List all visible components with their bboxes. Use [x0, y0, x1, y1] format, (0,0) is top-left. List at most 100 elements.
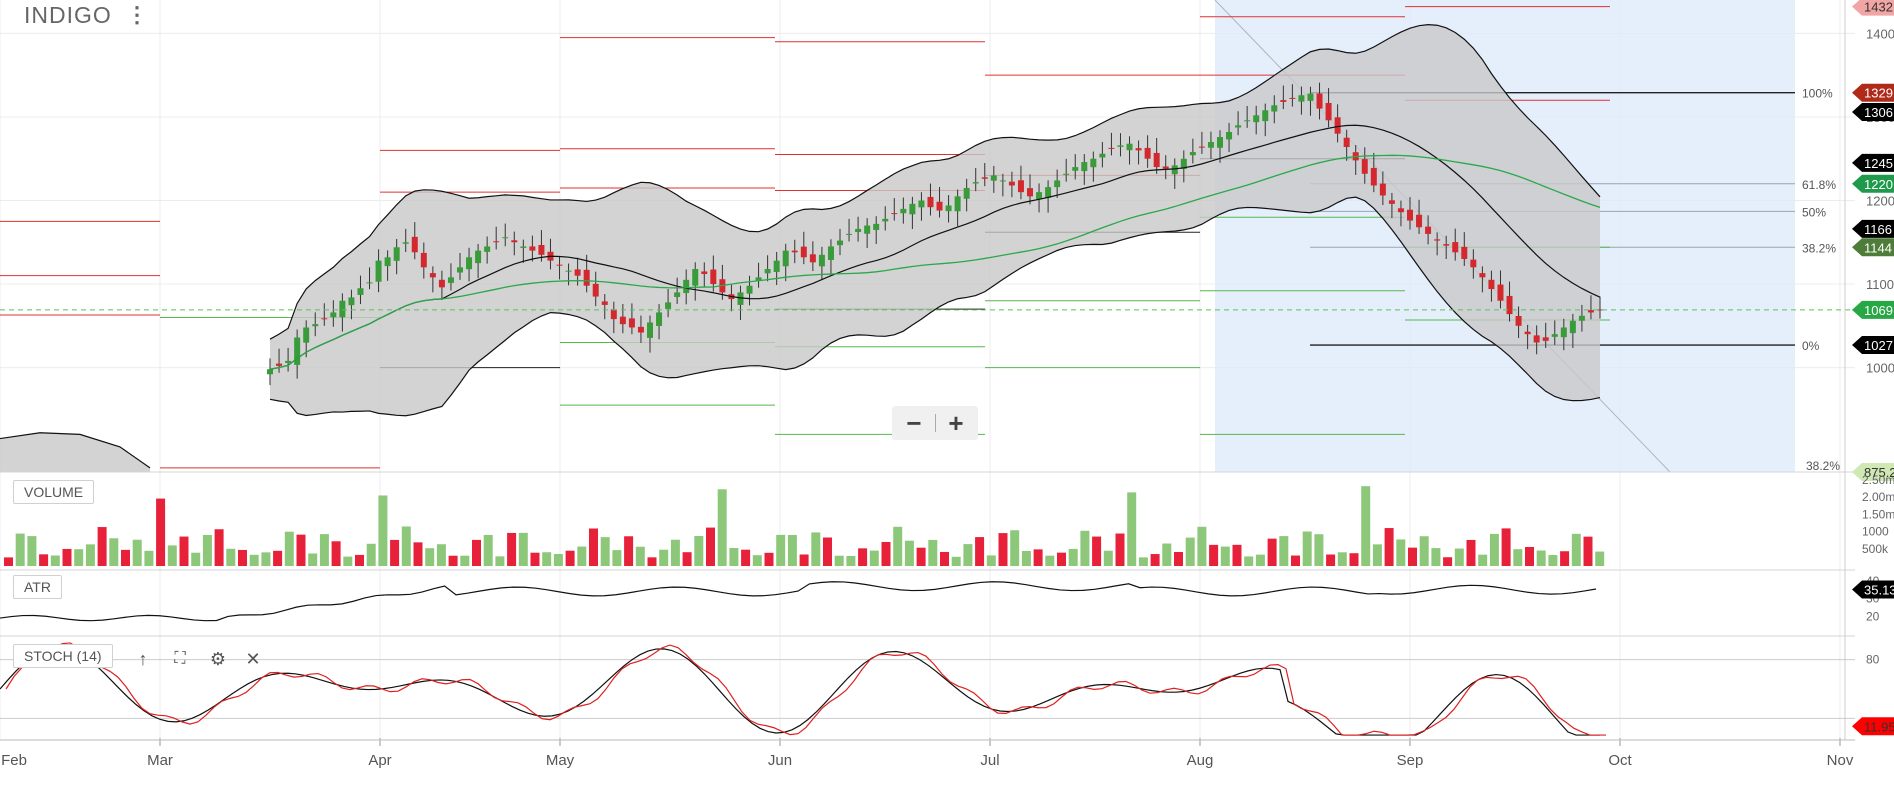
candle-body-25	[493, 241, 500, 243]
volume-bar-30	[355, 554, 364, 566]
volume-bar-51	[600, 537, 610, 566]
candle-body-27	[511, 240, 518, 243]
candle-body-32	[556, 264, 563, 266]
fib-label-2: 50%	[1802, 205, 1826, 219]
volume-bar-3	[39, 554, 49, 566]
volume-tick-2: 1.50m	[1862, 507, 1894, 521]
x-label-0: Feb	[1, 752, 27, 769]
volume-bar-131	[1536, 550, 1546, 566]
price-tick-0: 1400	[1866, 26, 1894, 41]
volume-bar-80	[940, 551, 949, 566]
candle-body-83	[1017, 180, 1024, 193]
volume-bar-126	[1478, 554, 1488, 566]
bollinger-band-fill	[270, 24, 1600, 416]
volume-tick-4: 500k	[1862, 542, 1889, 556]
price-tick-3: 1100	[1866, 277, 1894, 292]
volume-bar-93	[1092, 536, 1102, 566]
candle-body-94	[1117, 145, 1124, 147]
zoom-in-button[interactable]: +	[948, 408, 964, 438]
volume-bar-62	[729, 547, 739, 566]
candle-body-89	[1072, 167, 1079, 171]
move-up-icon[interactable]: ↑	[138, 649, 148, 669]
volume-bar-110	[1291, 555, 1300, 566]
volume-bar-43	[507, 532, 517, 566]
volume-bar-13	[156, 498, 166, 566]
stoch-panel-label[interactable]: STOCH (14)	[13, 644, 113, 668]
volume-bar-82	[963, 544, 973, 566]
bollinger-upper	[269, 24, 1601, 340]
price-tag-0	[1852, 0, 1894, 16]
volume-bar-113	[1326, 554, 1336, 566]
volume-bar-59	[694, 536, 704, 566]
volume-bar-50	[589, 528, 598, 566]
candle-body-36	[592, 283, 599, 297]
candle-body-11	[366, 282, 373, 284]
candle-body-43	[656, 312, 663, 326]
fib-label-extra: 38.2%	[1806, 459, 1840, 473]
gear-icon[interactable]: ⚙	[209, 649, 227, 669]
volume-bar-78	[916, 547, 926, 566]
volume-bar-31	[366, 543, 376, 566]
candle-body-48	[701, 271, 708, 275]
volume-bar-118	[1384, 528, 1394, 566]
volume-bar-112	[1314, 534, 1324, 566]
volume-panel-label[interactable]: VOLUME	[13, 480, 95, 504]
candle-body-4	[303, 327, 310, 343]
volume-bar-116	[1361, 486, 1371, 566]
candle-body-92	[1099, 153, 1106, 158]
close-icon[interactable]: ✕	[245, 649, 261, 669]
stoch-tag	[1852, 717, 1894, 736]
candle-body-9	[348, 297, 355, 306]
fib-label-4: 0%	[1802, 339, 1820, 353]
volume-bar-105	[1232, 544, 1242, 566]
volume-bar-114	[1337, 552, 1347, 566]
volume-tick-0: 2.50m	[1862, 473, 1894, 487]
volume-bar-127	[1489, 533, 1499, 566]
candle-body-141	[1542, 337, 1549, 341]
candle-body-73	[927, 196, 934, 208]
volume-bar-128	[1501, 528, 1511, 566]
candle-body-60	[809, 254, 816, 263]
volume-bar-45	[530, 552, 540, 566]
volume-bar-17	[202, 534, 212, 566]
volume-bar-101	[1185, 537, 1195, 566]
volume-bar-10	[121, 549, 130, 566]
price-tag-text-2: 1306	[1864, 105, 1893, 120]
volume-bar-133	[1560, 551, 1570, 566]
candle-body-100	[1171, 165, 1178, 175]
volume-bar-0	[4, 557, 13, 566]
volume-bar-102	[1197, 526, 1207, 566]
volume-bar-42	[495, 556, 505, 566]
volume-bar-20	[238, 549, 247, 566]
candle-body-99	[1162, 166, 1169, 169]
candle-body-127	[1416, 214, 1423, 228]
volume-bar-74	[869, 550, 879, 566]
candle-body-90	[1081, 162, 1088, 172]
kebab-menu-icon[interactable]: ⋮	[126, 2, 148, 27]
volume-bar-54	[635, 546, 645, 566]
candle-body-111	[1271, 105, 1278, 112]
volume-bar-76	[893, 526, 903, 566]
volume-bar-14	[167, 545, 177, 566]
candle-body-136	[1497, 284, 1504, 301]
volume-bar-104	[1220, 546, 1230, 566]
volume-bar-90	[1057, 552, 1066, 566]
atr-panel-label[interactable]: ATR	[13, 575, 62, 599]
volume-bar-41	[483, 534, 493, 566]
volume-bar-39	[460, 555, 470, 566]
candle-body-63	[837, 240, 843, 246]
stoch-d-line	[5, 642, 1606, 736]
expand-icon[interactable]: ⛶	[174, 650, 186, 667]
candle-body-57	[782, 250, 789, 267]
candle-body-20	[447, 277, 454, 283]
zoom-out-button[interactable]: −	[906, 408, 922, 438]
price-tag-text-9: 875.2	[1864, 465, 1894, 480]
volume-bar-23	[273, 550, 283, 566]
volume-bar-25	[296, 534, 306, 566]
candle-body-45	[674, 292, 681, 297]
price-tag-text-1: 1329	[1864, 86, 1893, 101]
candle-body-80	[990, 175, 997, 181]
candle-body-65	[855, 228, 862, 233]
volume-bar-124	[1454, 548, 1464, 566]
